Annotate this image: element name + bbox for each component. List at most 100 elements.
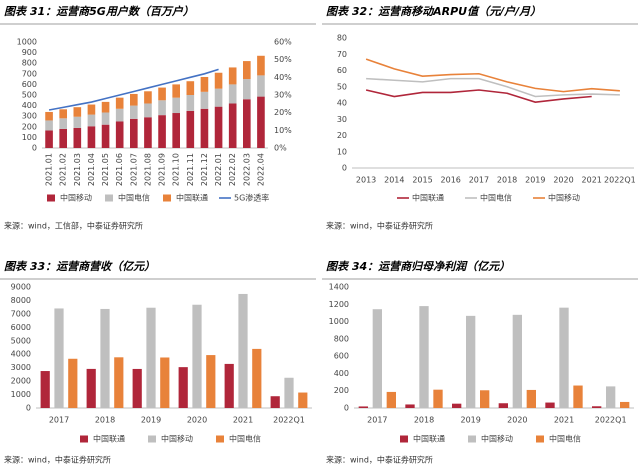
legend-label: 中国电信 xyxy=(229,434,261,444)
y-tick-label: 6000 xyxy=(11,323,31,332)
bar xyxy=(178,367,188,408)
x-tick-label: 2021 xyxy=(233,416,253,425)
bar xyxy=(238,293,248,408)
y-tick-label: 800 xyxy=(334,334,349,343)
legend-label: 中国联通 xyxy=(176,193,208,203)
x-tick-label: 2022Q1 xyxy=(273,416,305,425)
y-tick-label: 4000 xyxy=(11,350,31,359)
chart-title: 图表 31：运营商5G用户数（百万户） xyxy=(4,5,194,18)
x-tick-label: 2021.05 xyxy=(101,153,110,186)
bar-segment xyxy=(129,118,138,148)
y-tick-label: 400 xyxy=(334,369,349,378)
y-tick-label: 100 xyxy=(22,133,37,142)
bar-segment xyxy=(45,130,53,148)
legend-label: 中国移动 xyxy=(548,193,580,203)
bar xyxy=(526,389,536,408)
chart-title: 图表 33：运营商营收（亿元） xyxy=(4,260,155,273)
x-tick-label: 2021.08 xyxy=(143,153,152,186)
bar xyxy=(160,357,170,408)
bar-segment xyxy=(158,115,166,148)
line-series xyxy=(48,68,219,111)
bar xyxy=(386,391,396,408)
y-tick-label: 50 xyxy=(337,82,347,91)
source-note: 来源：wind，中泰证券研究所 xyxy=(4,455,111,465)
bar xyxy=(86,368,96,408)
bar xyxy=(284,377,294,408)
bar-segment xyxy=(200,76,209,92)
bar-segment xyxy=(129,93,138,106)
bar xyxy=(114,357,124,408)
y-tick-label: 9000 xyxy=(11,283,31,292)
y-tick-label: 300 xyxy=(22,112,37,121)
bar-segment xyxy=(73,116,82,128)
line-series xyxy=(365,58,620,93)
legend-marker xyxy=(163,194,171,202)
bar-segment xyxy=(101,112,110,125)
legend-label: 中国电信 xyxy=(480,193,512,203)
chart-title: 图表 32：运营商移动ARPU值（元/户/月） xyxy=(326,5,541,18)
bar xyxy=(192,304,202,408)
bar-segment xyxy=(214,72,223,89)
x-tick-label: 2020 xyxy=(553,176,573,185)
line-series xyxy=(365,89,592,104)
y-tick-label: 1000 xyxy=(17,38,37,47)
bar xyxy=(298,392,308,408)
x-tick-label: 2013 xyxy=(356,176,376,185)
bar xyxy=(498,403,508,408)
legend-label: 中国电信 xyxy=(549,434,581,444)
x-tick-label: 2022.01 xyxy=(214,153,223,186)
x-tick-label: 2021 xyxy=(554,416,574,425)
bar-segment xyxy=(87,104,96,115)
bar-segment xyxy=(144,91,152,104)
bar xyxy=(100,308,110,408)
bar-segment xyxy=(87,114,96,127)
y-tick-label: 0 xyxy=(344,404,349,413)
x-tick-label: 2016 xyxy=(441,176,461,185)
chart-panel: 图表 31：运营商5G用户数（百万户） 来源：wind，工信部，中泰证券研究所 0 1… xyxy=(0,5,316,231)
bar-segment xyxy=(186,110,195,148)
y-tick-label: 1400 xyxy=(329,283,349,292)
x-tick-label: 2017 xyxy=(469,176,489,185)
bar-segment xyxy=(73,127,82,148)
bar xyxy=(512,314,522,408)
y-tick-label: 70 xyxy=(337,50,347,59)
bar-segment xyxy=(101,101,110,113)
bar-segment xyxy=(59,128,68,148)
legend-marker xyxy=(468,435,476,443)
bar xyxy=(54,308,64,408)
bar-segment xyxy=(242,61,251,80)
bar-segment xyxy=(45,120,53,131)
y-tick-label: 600 xyxy=(22,80,37,89)
x-tick-label: 2022.02 xyxy=(228,153,237,186)
x-tick-label: 2019 xyxy=(460,416,480,425)
source-note: 来源：wind，中泰证券研究所 xyxy=(326,221,433,231)
bar-segment xyxy=(242,79,251,100)
bar-segment xyxy=(144,103,152,118)
bar-segment xyxy=(158,87,166,101)
y-tick-label: 1200 xyxy=(329,300,349,309)
legend-label: 中国联通 xyxy=(413,434,445,444)
bar xyxy=(606,386,616,408)
y-tick-label: 2000 xyxy=(11,377,31,386)
bar xyxy=(270,396,280,408)
legend-label: 中国移动 xyxy=(481,434,513,444)
bar xyxy=(545,402,555,408)
y-tick-label: 500 xyxy=(22,91,37,100)
x-tick-label: 2021.03 xyxy=(73,153,82,186)
bar xyxy=(433,389,443,408)
y-tick-label: 200 xyxy=(22,122,37,131)
bar-segment xyxy=(214,106,223,148)
line-series xyxy=(366,77,620,98)
source-note: 来源：wind，中泰证券研究所 xyxy=(326,455,433,465)
x-tick-label: 2021.11 xyxy=(186,153,195,186)
bar-segment xyxy=(144,117,152,148)
legend-marker xyxy=(47,194,55,202)
y-tick-label: 200 xyxy=(334,386,349,395)
y-tick-label: 900 xyxy=(22,48,37,57)
x-tick-label: 2017 xyxy=(367,416,387,425)
y-tick-label: 20 xyxy=(337,131,347,140)
x-tick-label: 2015 xyxy=(412,176,432,185)
bar-segment xyxy=(59,109,68,119)
x-tick-label: 2017 xyxy=(49,416,69,425)
chart-panel: 图表 33：运营商营收（亿元） 来源：wind，中泰证券研究所 0 1000 2000 3… xyxy=(0,260,316,465)
